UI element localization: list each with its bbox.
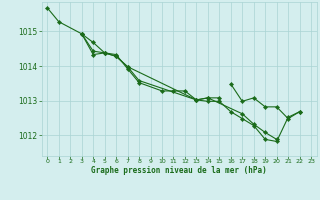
X-axis label: Graphe pression niveau de la mer (hPa): Graphe pression niveau de la mer (hPa) (91, 166, 267, 175)
